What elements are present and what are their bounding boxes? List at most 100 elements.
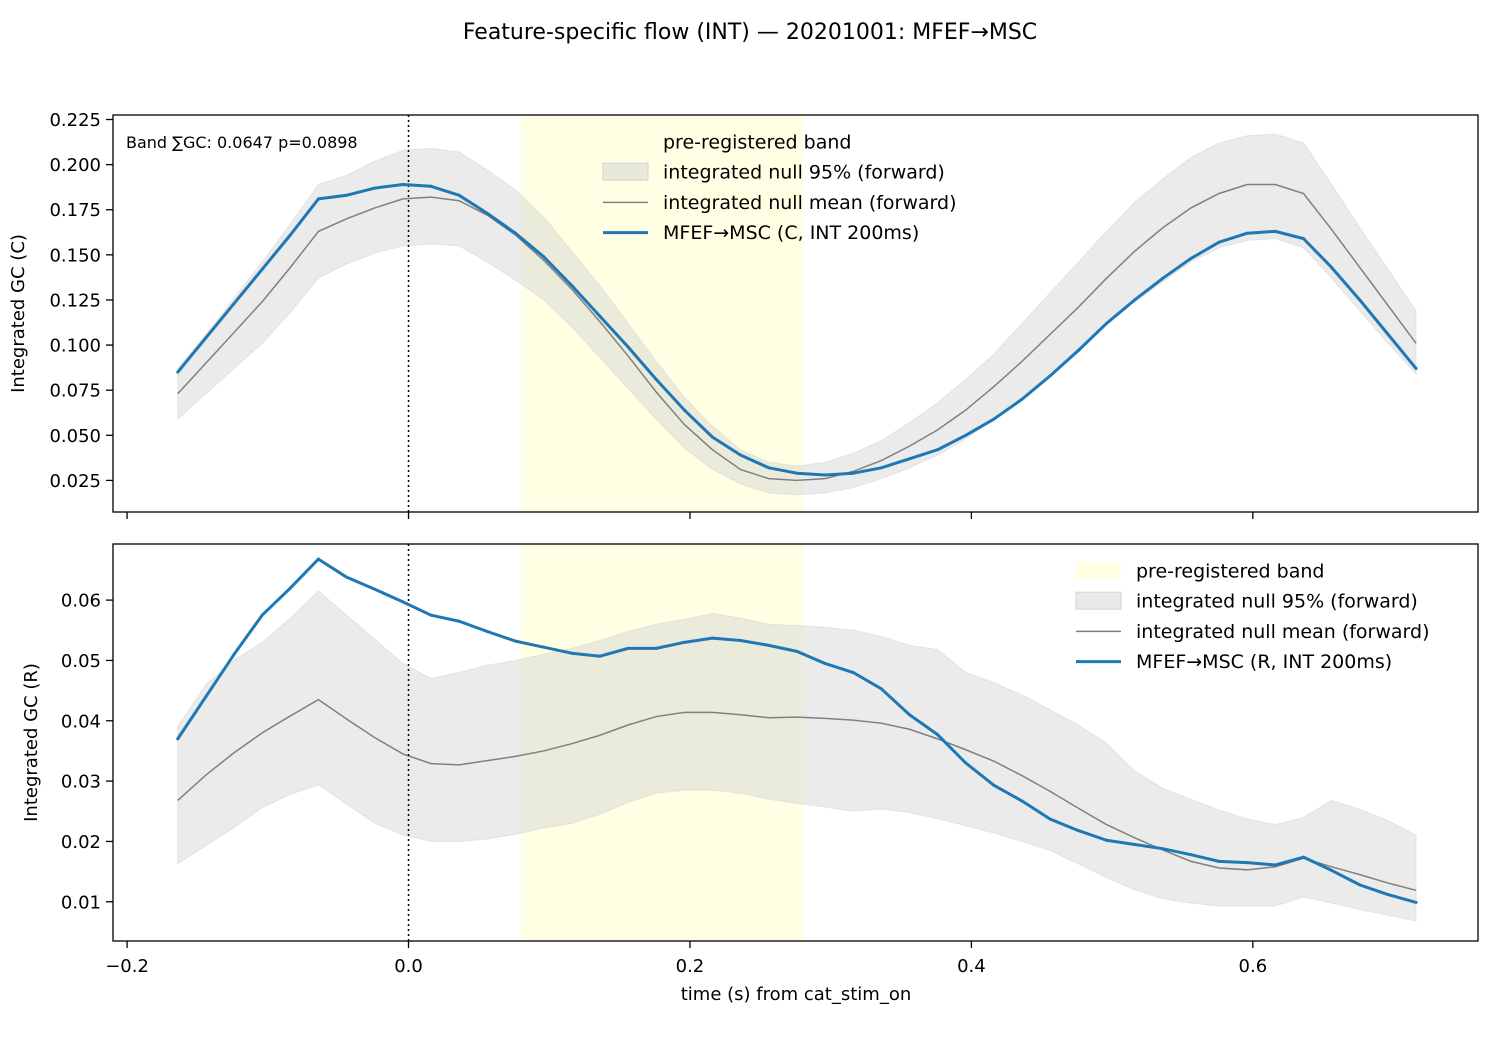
- series-point: [795, 649, 799, 653]
- series-point: [879, 466, 883, 470]
- series-point: [542, 645, 546, 649]
- legend-swatch-null: [1075, 591, 1122, 610]
- series-point: [429, 184, 433, 188]
- legend-label: integrated null 95% (forward): [663, 162, 945, 184]
- series-point: [1048, 817, 1052, 821]
- series-point: [710, 435, 714, 439]
- legend-swatch-band: [603, 133, 648, 150]
- figure-title: Feature-specific flow (INT) — 20201001: …: [463, 20, 1037, 45]
- series-point: [260, 613, 264, 617]
- series-point: [1273, 229, 1277, 233]
- pre-registered-band: [521, 544, 803, 941]
- series-point: [1189, 853, 1193, 857]
- series-point: [682, 640, 686, 644]
- series-point: [176, 737, 180, 741]
- y-tick-label: 0.125: [49, 290, 101, 311]
- pre-registered-band: [521, 115, 803, 512]
- series-point: [570, 284, 574, 288]
- x-tick-label: 0.2: [676, 956, 705, 977]
- series-point: [570, 651, 574, 655]
- series-point: [1020, 397, 1024, 401]
- series-point: [260, 267, 264, 271]
- series-point: [823, 661, 827, 665]
- series-point: [1104, 838, 1108, 842]
- series-point: [457, 193, 461, 197]
- null-mean-line: [177, 183, 1417, 482]
- y-tick-label: 0.175: [49, 200, 101, 221]
- x-tick-label: 0.4: [957, 956, 986, 977]
- series-point: [767, 466, 771, 470]
- y-tick-label: 0.200: [49, 155, 101, 176]
- series-point: [513, 639, 517, 643]
- y-axis-label: Integrated GC (R): [21, 663, 42, 822]
- x-tick-label: −0.2: [105, 956, 149, 977]
- series-point: [964, 761, 968, 765]
- bottom-panel: −0.2 0.0 0.2 0.4 0.6 0.01 0.02 0.03 0.04 0.05 0.06…: [21, 543, 1479, 977]
- series-point: [1020, 799, 1024, 803]
- series-point: [232, 302, 236, 306]
- y-tick-label: 0.04: [61, 711, 101, 732]
- series-point: [401, 182, 405, 186]
- series-point: [345, 193, 349, 197]
- y-tick-label: 0.03: [61, 772, 101, 793]
- series-point: [204, 336, 208, 340]
- series-point: [992, 417, 996, 421]
- series-point: [1386, 332, 1390, 336]
- legend-label: pre-registered band: [1136, 561, 1324, 583]
- series-point: [288, 233, 292, 237]
- y-tick-label: 0.050: [49, 426, 101, 447]
- series-point: [232, 652, 236, 656]
- series-point: [1133, 842, 1137, 846]
- series-point: [429, 613, 433, 617]
- band-annotation: Band ∑GC: 0.0647 p=0.0898: [126, 133, 358, 152]
- series-point: [1217, 859, 1221, 863]
- x-tick-label: 0.0: [394, 956, 423, 977]
- axes-frame: [112, 114, 1479, 513]
- series-point: [1302, 237, 1306, 241]
- series-point: [1302, 855, 1306, 859]
- series-point: [1414, 367, 1418, 371]
- series-point: [879, 687, 883, 691]
- series-point: [907, 457, 911, 461]
- legend-label: MFEF→MSC (R, INT 200ms): [1136, 651, 1392, 673]
- legend-label: MFEF→MSC (C, INT 200ms): [663, 222, 919, 244]
- series-point: [345, 575, 349, 579]
- series-point: [1245, 861, 1249, 865]
- series-point: [1076, 829, 1080, 833]
- series-point: [288, 586, 292, 590]
- series-point: [654, 377, 658, 381]
- legend: pre-registered band integrated null 95% (…: [602, 132, 957, 244]
- series-point: [1076, 348, 1080, 352]
- series-point: [626, 646, 630, 650]
- x-tick-label: 0.6: [1239, 956, 1268, 977]
- series-point: [316, 197, 320, 201]
- legend-label: pre-registered band: [663, 132, 851, 154]
- series-point: [1189, 256, 1193, 260]
- series-point: [1217, 240, 1221, 244]
- series-point: [654, 646, 658, 650]
- series-point: [710, 636, 714, 640]
- series-point: [1330, 265, 1334, 269]
- series-point: [176, 370, 180, 374]
- y-tick-label: 0.100: [49, 336, 101, 357]
- series-point: [485, 211, 489, 215]
- legend-swatch-null: [602, 162, 649, 181]
- null-mean-line: [177, 698, 1417, 892]
- series-point: [1161, 847, 1165, 851]
- series-point: [1386, 893, 1390, 897]
- legend-label: integrated null mean (forward): [663, 192, 957, 214]
- series-point: [851, 671, 855, 675]
- series-point: [401, 600, 405, 604]
- y-tick-label: 0.02: [61, 832, 101, 853]
- series-point: [936, 733, 940, 737]
- series-point: [626, 345, 630, 349]
- series-point: [204, 695, 208, 699]
- x-axis-label: time (s) from cat_stim_on: [681, 984, 912, 1005]
- legend-swatch-band: [1076, 562, 1121, 579]
- series-point: [851, 471, 855, 475]
- y-tick-label: 0.05: [61, 651, 101, 672]
- series-point: [1414, 900, 1418, 904]
- y-tick-label: 0.075: [49, 381, 101, 402]
- plot-area: [176, 544, 1418, 941]
